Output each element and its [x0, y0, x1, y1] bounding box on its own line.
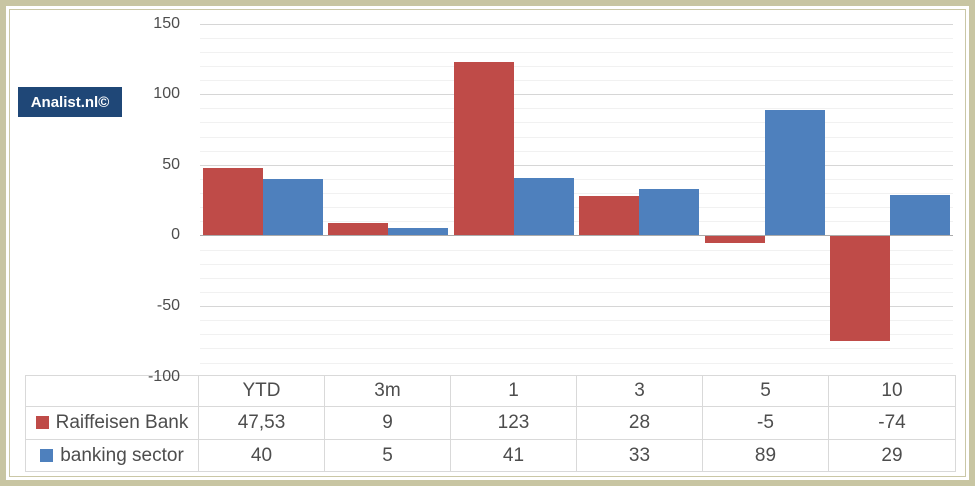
gridline-minor [200, 66, 953, 67]
bar-raiffeisen-bank-3 [579, 195, 640, 236]
gridline-minor [200, 277, 953, 279]
table-value-cell: 29 [828, 439, 956, 472]
table-value-cell: -74 [828, 406, 956, 440]
gridline-minor [200, 80, 953, 82]
gridline-minor [200, 178, 953, 180]
bar-banking-sector-3m [388, 228, 449, 236]
gridline-minor [200, 150, 953, 152]
gridline-minor [200, 136, 953, 138]
gridline-minor [200, 122, 953, 124]
table-value-cell: 41 [450, 439, 577, 472]
y-axis-tick-label: 0 [171, 226, 180, 244]
gridline-minor [200, 193, 953, 194]
bar-banking-sector-1 [513, 177, 574, 236]
table-header-row: YTD 3m 1 3 5 10 [25, 375, 956, 407]
gridline-minor [200, 320, 953, 322]
gridline-minor [200, 362, 953, 364]
gridline-minor [200, 334, 953, 336]
legend-label: Raiffeisen Bank [55, 412, 189, 433]
gridline-minor [200, 221, 953, 223]
table-value-cell: 5 [324, 439, 451, 472]
y-axis-tick-label: -100 [147, 367, 180, 385]
brand-badge: Analist.nl© [18, 87, 122, 117]
table-row-raiffeisen-bank: Raiffeisen Bank 47,53 9 123 28 -5 -74 [25, 406, 956, 440]
legend-header-spacer [25, 375, 199, 407]
legend-label: banking sector [60, 444, 184, 466]
gridline-minor [200, 263, 953, 265]
gridline-minor [200, 37, 953, 39]
y-axis-tick-label: 50 [162, 155, 180, 173]
table-value-cell: 40 [198, 439, 325, 472]
x-axis-line [200, 235, 953, 236]
column-header-3m: 3m [324, 375, 451, 407]
bar-banking-sector-10 [890, 194, 951, 236]
table-value-cell: 28 [576, 406, 703, 440]
y-axis-tick-label: 100 [153, 85, 180, 103]
gridline-minor [200, 249, 953, 251]
table-value-cell: 9 [324, 406, 451, 440]
bar-banking-sector-5 [764, 109, 825, 236]
table-row-banking-sector: banking sector 40 5 41 33 89 29 [25, 439, 956, 472]
bar-raiffeisen-bank-ytd [202, 168, 263, 236]
table-value-cell: 123 [450, 406, 577, 440]
legend-marker-banking-sector [40, 448, 54, 462]
legend-cell-raiffeisen-bank: Raiffeisen Bank [25, 406, 199, 440]
table-value-cell: -5 [702, 406, 829, 440]
y-axis-tick-label: -50 [156, 297, 180, 314]
legend-marker-raiffeisen-bank [35, 416, 49, 429]
table-value-cell: 33 [576, 439, 703, 472]
column-header-ytd: YTD [198, 375, 325, 407]
gridline-minor [200, 51, 953, 53]
gridline-minor [200, 348, 953, 350]
bar-banking-sector-3 [639, 188, 700, 236]
gridline-minor [200, 207, 953, 209]
column-header-5: 5 [702, 375, 829, 407]
bar-raiffeisen-bank-10 [830, 236, 891, 341]
column-header-3: 3 [576, 375, 703, 407]
data-table-host: YTD 3m 1 3 5 10 Raiffeisen Bank 47,53 9 123 28 -5 -7… [25, 375, 956, 472]
table-value-cell: 89 [702, 439, 829, 472]
column-header-1: 1 [450, 375, 577, 407]
y-axis-tick-label: 150 [153, 14, 180, 32]
legend-cell-banking-sector: banking sector [25, 439, 199, 472]
bar-banking-sector-ytd [262, 178, 323, 236]
bar-raiffeisen-bank-5 [704, 236, 765, 244]
gridline-major [200, 94, 953, 96]
gridline-major [200, 23, 953, 25]
bar-raiffeisen-bank-1 [453, 61, 514, 236]
gridline-major [200, 306, 953, 307]
column-header-10: 10 [828, 375, 956, 407]
gridline-minor [200, 108, 953, 110]
gridline-minor [200, 291, 953, 293]
gridline-major [200, 164, 953, 166]
bar-raiffeisen-bank-3m [328, 222, 389, 236]
table-value-cell: 47,53 [198, 406, 325, 440]
data-table: YTD 3m 1 3 5 10 Raiffeisen Bank 47,53 9 123 28 -5 -7… [25, 375, 956, 472]
